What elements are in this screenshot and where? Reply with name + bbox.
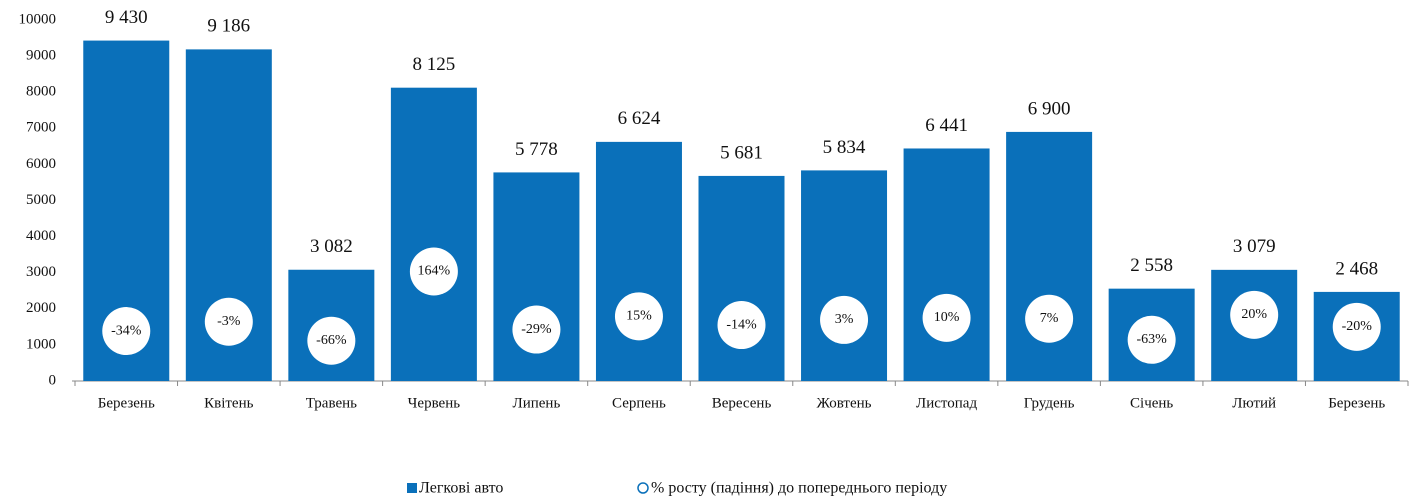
growth-marker	[717, 301, 766, 350]
value-label: 9 430	[105, 7, 148, 28]
value-label: 6 441	[925, 115, 968, 136]
growth-marker	[1230, 290, 1279, 339]
x-tick-label: Серпень	[612, 395, 666, 411]
y-tick-label: 3000	[26, 264, 56, 280]
y-tick-label: 6000	[26, 156, 56, 172]
growth-marker	[102, 307, 151, 356]
x-tick-label: Березень	[1328, 395, 1385, 411]
x-tick-label: Вересень	[712, 395, 772, 411]
growth-label: -34%	[111, 323, 142, 338]
growth-label: -3%	[217, 314, 241, 329]
growth-label: -14%	[726, 317, 757, 332]
growth-label: 164%	[418, 264, 451, 279]
x-tick-label: Жовтень	[817, 395, 872, 411]
growth-marker	[204, 297, 253, 346]
value-label: 5 778	[515, 139, 558, 160]
x-tick-label: Березень	[98, 395, 155, 411]
growth-label: 15%	[626, 309, 652, 324]
y-tick-label: 9000	[26, 48, 56, 64]
growth-label: -66%	[316, 333, 347, 348]
growth-marker	[1332, 302, 1381, 351]
growth-marker	[922, 293, 971, 342]
growth-marker	[1127, 315, 1176, 364]
legend-label: % росту (падіння) до попереднього період…	[651, 480, 947, 496]
growth-label: 3%	[835, 312, 854, 327]
value-label: 3 079	[1233, 236, 1276, 257]
x-tick-label: Квітень	[204, 395, 253, 411]
growth-marker	[1025, 294, 1074, 343]
value-label: 3 082	[310, 236, 353, 257]
legend-swatch	[637, 482, 649, 494]
x-tick-label: Червень	[408, 395, 461, 411]
y-tick-label: 8000	[26, 84, 56, 100]
x-tick-label: Липень	[513, 395, 561, 411]
x-tick-label: Листопад	[916, 395, 977, 411]
y-tick-label: 0	[49, 372, 57, 388]
value-label: 6 900	[1028, 98, 1071, 119]
growth-marker	[820, 295, 869, 344]
value-label: 2 468	[1335, 258, 1378, 279]
y-tick-label: 5000	[26, 192, 56, 208]
y-tick-label: 7000	[26, 120, 56, 136]
growth-label: 7%	[1040, 311, 1059, 326]
value-label: 8 125	[413, 54, 456, 75]
growth-label: 10%	[934, 310, 960, 325]
bar	[801, 170, 888, 381]
value-label: 2 558	[1130, 255, 1173, 276]
x-tick-label: Лютий	[1232, 395, 1276, 411]
value-label: 9 186	[207, 16, 250, 37]
growth-marker	[307, 316, 356, 365]
growth-marker	[409, 247, 458, 296]
x-tick-label: Січень	[1130, 395, 1173, 411]
bar	[1006, 131, 1093, 381]
y-tick-label: 2000	[26, 300, 56, 316]
legend-label: Легкові авто	[419, 480, 503, 496]
y-tick-label: 1000	[26, 336, 56, 352]
growth-label: -63%	[1136, 332, 1167, 347]
legend-swatch	[407, 483, 417, 493]
value-label: 5 681	[720, 142, 763, 163]
x-tick-label: Грудень	[1024, 395, 1075, 411]
value-label: 5 834	[823, 137, 866, 158]
y-tick-label: 10000	[19, 11, 57, 27]
bar	[903, 148, 990, 381]
bar	[698, 175, 785, 381]
x-tick-label: Травень	[306, 395, 357, 411]
growth-label: 20%	[1241, 307, 1267, 322]
growth-marker	[512, 305, 561, 354]
bar	[390, 87, 477, 381]
growth-label: -29%	[521, 322, 552, 337]
bar	[595, 141, 682, 381]
growth-marker	[614, 292, 663, 341]
value-label: 6 624	[618, 108, 661, 129]
growth-label: -20%	[1342, 319, 1373, 334]
y-tick-label: 4000	[26, 228, 56, 244]
